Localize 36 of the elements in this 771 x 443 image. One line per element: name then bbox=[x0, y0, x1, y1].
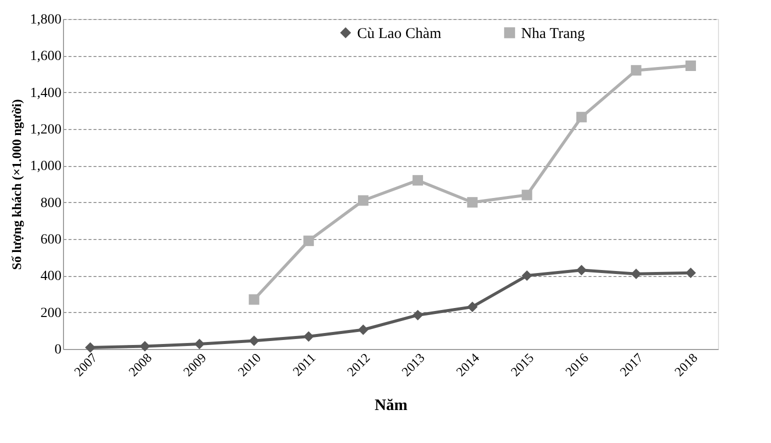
point bbox=[412, 310, 424, 320]
point bbox=[412, 175, 424, 186]
y-tick-label: 800 bbox=[40, 196, 62, 211]
point bbox=[303, 331, 314, 342]
point bbox=[140, 341, 150, 352]
point bbox=[85, 342, 96, 353]
point bbox=[630, 268, 642, 280]
point bbox=[358, 324, 368, 335]
point bbox=[194, 338, 205, 350]
y-tick-label: 1,000 bbox=[30, 159, 62, 174]
legend-label: Cù Lao Chàm bbox=[357, 26, 442, 42]
point bbox=[522, 270, 532, 281]
y-tick-label: 1,400 bbox=[30, 86, 62, 101]
y-axis-title: Số lượng khách (×1.000 người) bbox=[9, 99, 24, 270]
point bbox=[467, 197, 478, 208]
point bbox=[303, 236, 314, 246]
point bbox=[467, 302, 478, 312]
y-tick-label: 0 bbox=[54, 342, 62, 358]
point bbox=[522, 190, 532, 200]
point bbox=[248, 336, 260, 346]
point bbox=[576, 264, 587, 276]
y-tick-label: 400 bbox=[40, 269, 62, 284]
point bbox=[685, 268, 696, 278]
point bbox=[248, 294, 260, 305]
point bbox=[685, 60, 696, 71]
y-tick-label: 1,800 bbox=[30, 12, 62, 28]
y-tick-label: 600 bbox=[40, 232, 62, 248]
point bbox=[630, 65, 642, 76]
x-axis-title: Năm bbox=[374, 397, 408, 414]
x-tick-label: 2011 bbox=[290, 350, 318, 379]
point bbox=[576, 112, 587, 122]
point bbox=[358, 195, 368, 206]
y-tick-label: 200 bbox=[40, 306, 62, 321]
legend-label: Nha Trang bbox=[521, 26, 586, 42]
y-tick-label: 1,200 bbox=[30, 122, 62, 138]
y-tick-label: 1,600 bbox=[30, 49, 62, 64]
